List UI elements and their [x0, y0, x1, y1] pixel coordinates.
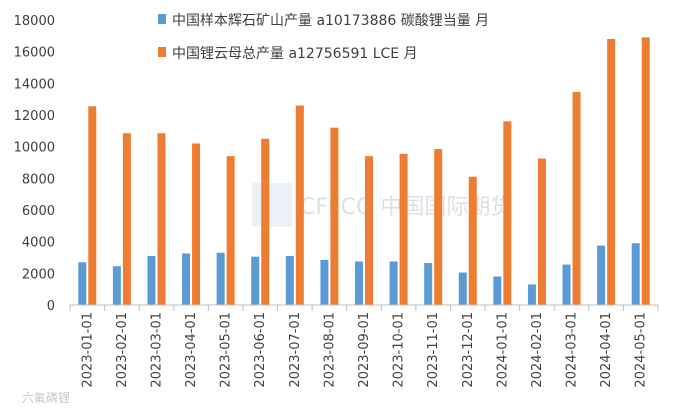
bar-series-1 — [631, 243, 640, 305]
y-tick-label: 4000 — [22, 236, 55, 251]
y-axis: 0 2000 4000 6000 8000 10000 12000 14000 16000 180… — [14, 14, 55, 314]
bar-series-2 — [641, 37, 650, 306]
bar-series-1 — [285, 255, 294, 305]
x-tick-label: 2023-11-01 — [426, 312, 441, 388]
bar-series-2 — [330, 127, 339, 306]
bar-series-2 — [88, 106, 97, 306]
x-tick-label: 2023-05-01 — [219, 312, 234, 388]
bar-series-1 — [493, 276, 502, 305]
bar-series-2 — [122, 133, 131, 305]
x-tick-label: 2024-02-01 — [530, 312, 545, 388]
x-tick-label: 2023-03-01 — [149, 312, 164, 388]
x-tick-label: 2024-01-01 — [495, 312, 510, 388]
bar-series-2 — [468, 176, 477, 305]
bar-series-1 — [597, 245, 606, 305]
bar-series-2 — [537, 158, 546, 305]
bar-series-1 — [355, 261, 363, 305]
bar-series-1 — [562, 264, 571, 305]
bar-series-2 — [503, 121, 512, 305]
bar-series-1 — [78, 262, 87, 305]
bar-series-2 — [434, 149, 443, 305]
bar-series-1 — [182, 253, 191, 305]
x-tick-label: 2023-04-01 — [184, 312, 199, 388]
x-tick-label: 2024-03-01 — [565, 312, 580, 388]
x-tick-label: 2023-08-01 — [322, 312, 337, 388]
x-tick-label: 2023-07-01 — [288, 312, 303, 388]
x-tick-label: 2023-06-01 — [253, 312, 268, 388]
legend-label: 中国样本辉石矿山产量 a10173886 碳酸锂当量 月 — [172, 13, 489, 29]
bar-series-2 — [295, 105, 304, 305]
x-tick-label: 2023-02-01 — [115, 312, 130, 388]
bar-series-2 — [261, 138, 270, 305]
bar-series-1 — [424, 263, 433, 305]
legend-label: 中国锂云母总产量 a12756591 LCE 月 — [172, 46, 418, 62]
y-tick-label: 2000 — [22, 267, 55, 282]
bar-series-2 — [365, 156, 373, 305]
y-tick-label: 18000 — [14, 14, 55, 29]
x-tick-label: 2023-12-01 — [461, 312, 476, 388]
bar-series-1 — [389, 261, 398, 305]
y-tick-label: 14000 — [14, 77, 55, 92]
y-tick-label: 10000 — [14, 141, 55, 156]
bar-series-1 — [112, 266, 121, 305]
bars-layer — [78, 37, 650, 306]
x-tick-label: 2023-10-01 — [392, 312, 407, 388]
watermark-logo — [252, 183, 292, 227]
y-tick-label: 0 — [47, 299, 55, 314]
x-tick-label: 2024-04-01 — [599, 312, 614, 388]
y-tick-label: 8000 — [22, 172, 55, 187]
x-axis: 2023-01-01 2023-02-01 2023-03-01 2023-04-01… — [69, 304, 659, 388]
bar-series-1 — [251, 256, 260, 305]
x-tick-label: 2023-09-01 — [357, 312, 372, 388]
x-tick-label: 2023-01-01 — [80, 312, 95, 388]
bar-series-2 — [607, 39, 616, 305]
footer-watermark: 六氟磷锂 — [22, 390, 70, 405]
bar-series-2 — [572, 92, 581, 306]
bar-series-1 — [527, 284, 536, 305]
bar-series-1 — [320, 259, 329, 305]
bar-series-2 — [157, 133, 166, 305]
bar-series-1 — [458, 272, 467, 305]
legend-swatch — [158, 47, 166, 57]
x-tick-label: 2024-05-01 — [634, 312, 649, 388]
y-tick-label: 6000 — [22, 204, 55, 219]
y-tick-label: 16000 — [14, 46, 55, 61]
y-tick-label: 12000 — [14, 109, 55, 124]
bar-series-1 — [216, 252, 225, 305]
bar-series-2 — [399, 153, 408, 305]
bar-series-1 — [147, 255, 156, 305]
bar-series-2 — [192, 143, 201, 305]
legend-swatch — [158, 14, 166, 24]
bar-series-2 — [226, 156, 235, 305]
